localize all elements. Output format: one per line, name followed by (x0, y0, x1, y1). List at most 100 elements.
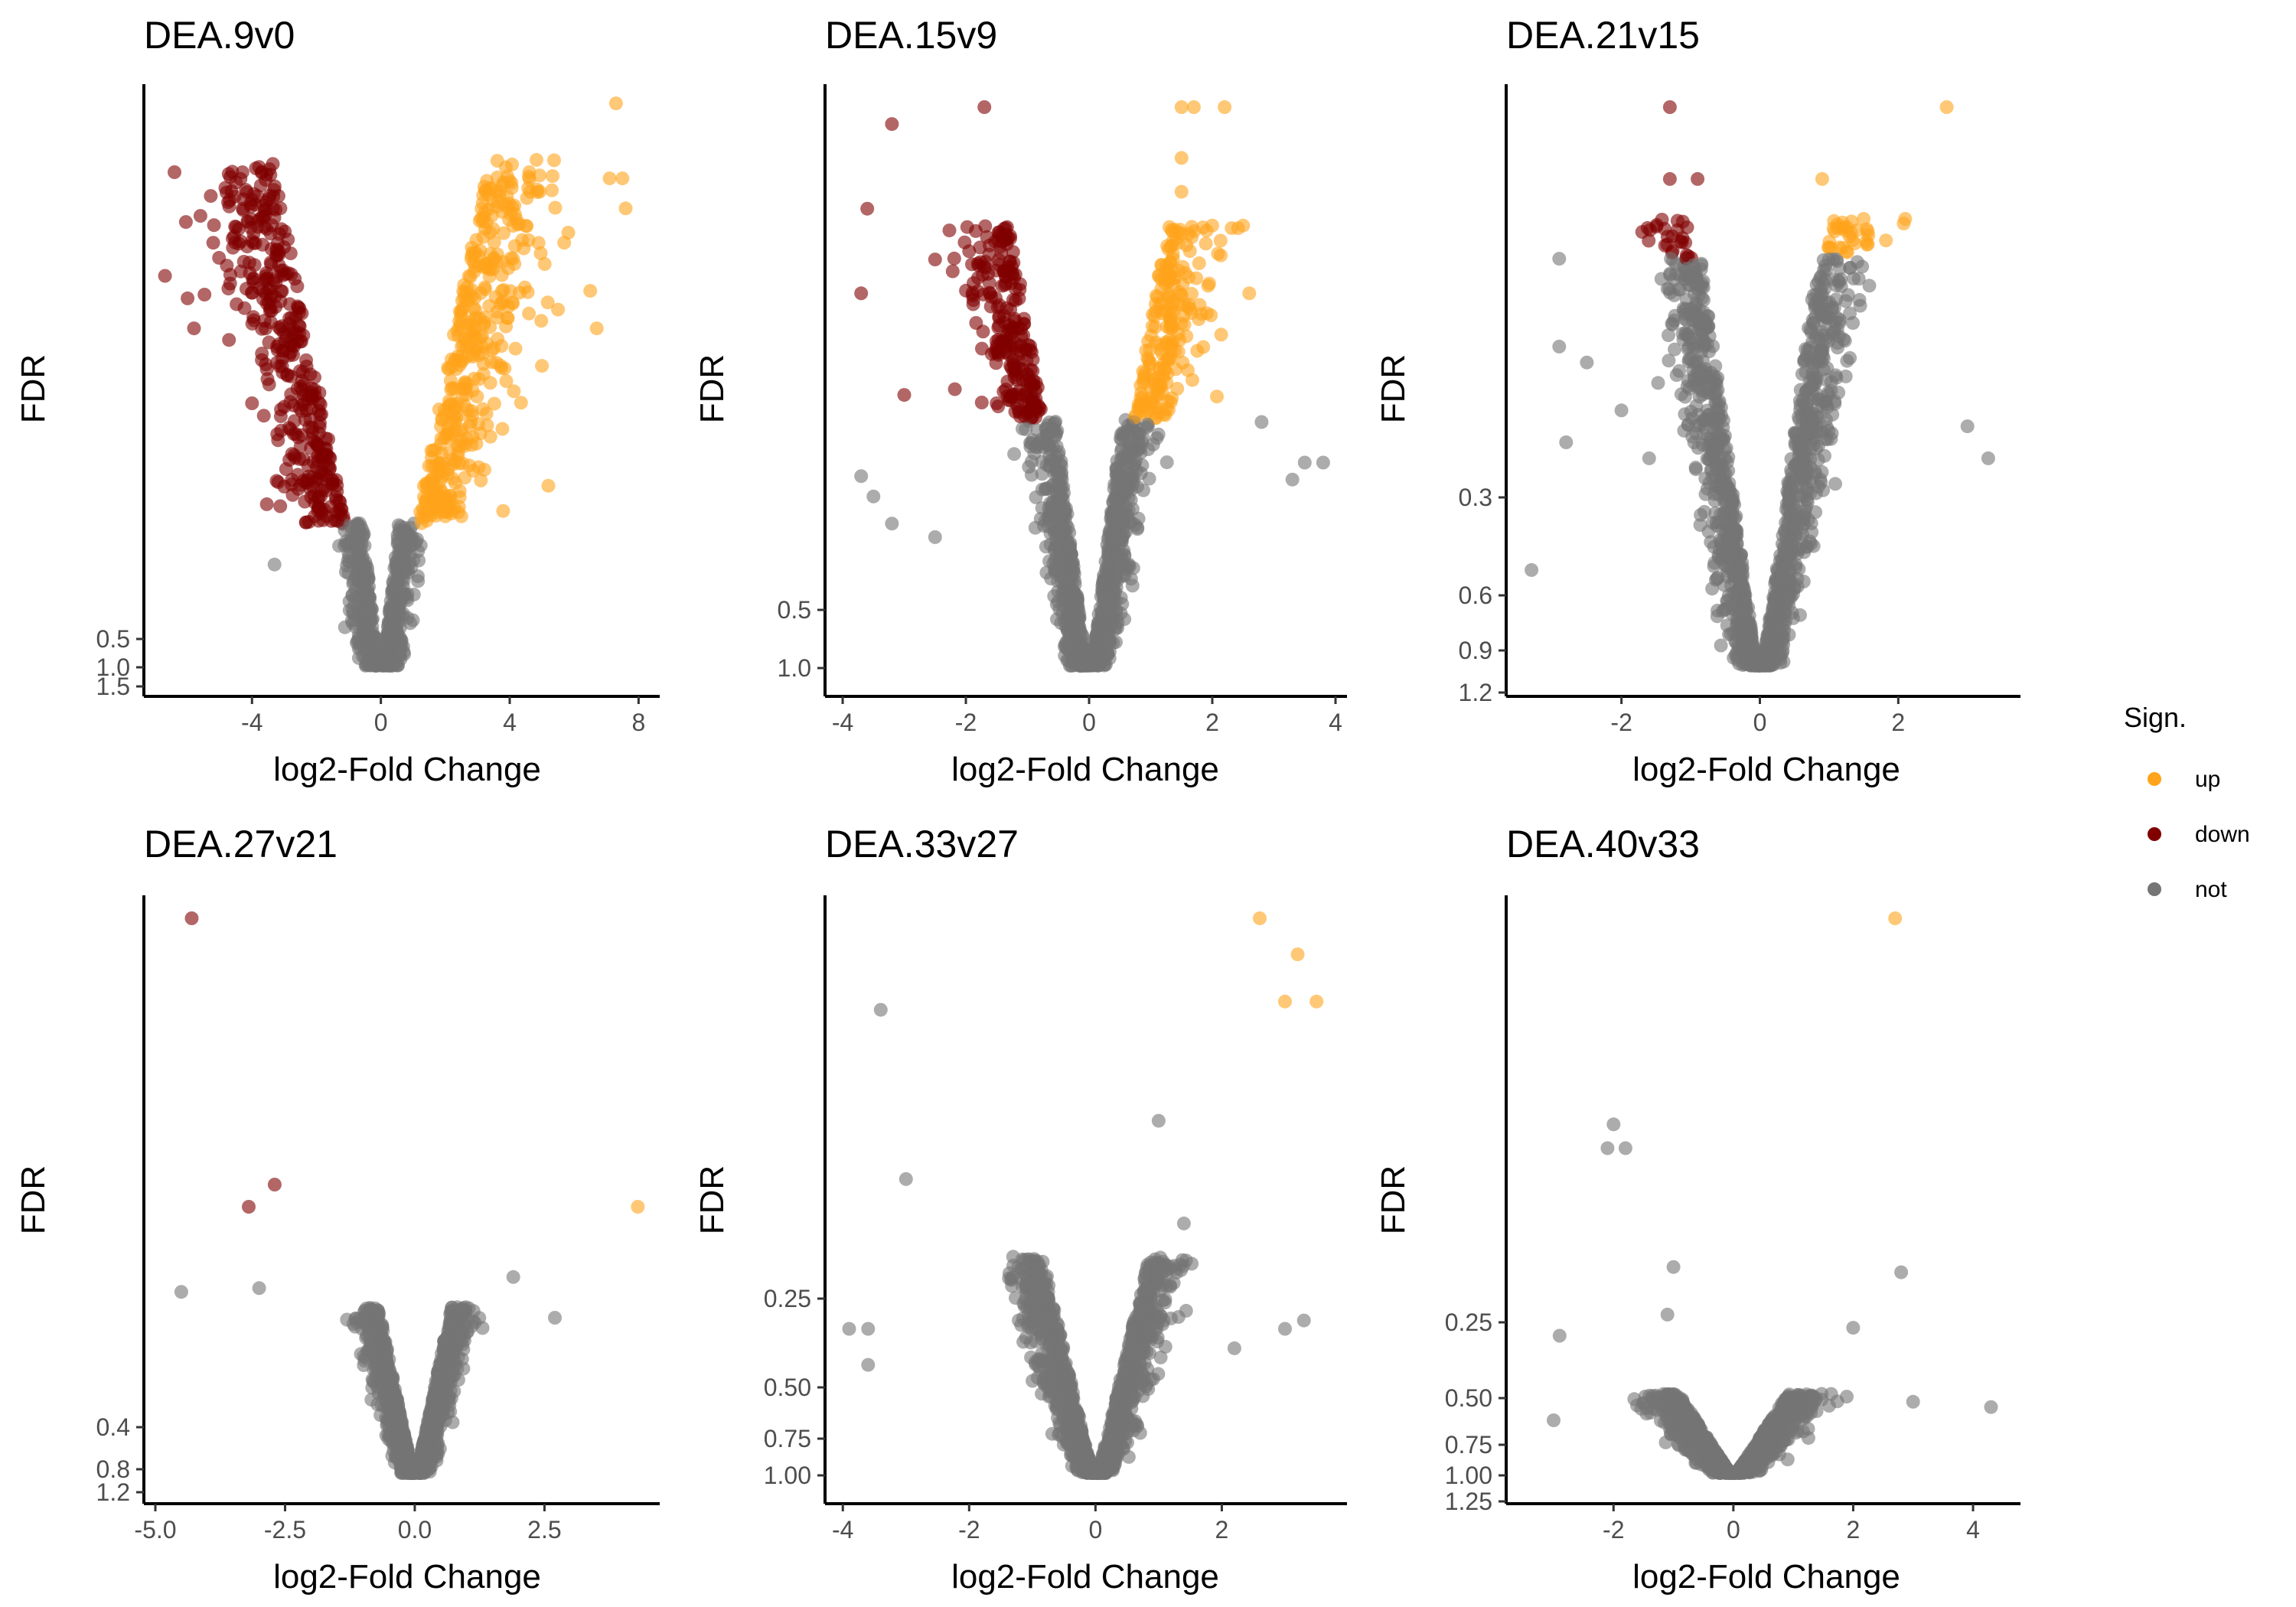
data-point-not (406, 530, 419, 544)
data-point-down (223, 193, 237, 207)
data-point-down (1022, 395, 1036, 409)
data-point-down (204, 189, 218, 204)
panel-dea-15v9: DEA.15v9 log2-Fold Change FDR -4 -2 0 2 40.5… (693, 14, 1347, 788)
data-point-up (1199, 236, 1213, 251)
data-point-not (1692, 381, 1707, 396)
data-point-not (355, 605, 370, 619)
data-point-up (481, 256, 494, 271)
data-point-not (1763, 611, 1777, 625)
data-point-up (1879, 233, 1893, 248)
data-point-up (1137, 369, 1152, 383)
data-point-down (1662, 100, 1677, 114)
data-point-down (266, 157, 280, 171)
data-point-not (351, 650, 366, 665)
data-point-not (1029, 490, 1043, 504)
data-point-down (989, 356, 1003, 370)
data-point-not (1107, 505, 1121, 520)
x-tick-label: 0 (374, 709, 388, 736)
y-tick-label: 1.0 (96, 654, 130, 681)
data-point-not (1709, 461, 1724, 475)
data-point-not (1790, 480, 1805, 494)
x-tick-label: 0 (1753, 709, 1767, 736)
data-point-up (483, 429, 497, 444)
data-point-not (1062, 632, 1076, 647)
data-point-up (429, 508, 443, 523)
data-point-not (1683, 306, 1698, 321)
data-point-up (522, 306, 536, 321)
data-point-down (928, 253, 942, 267)
data-point-not (1711, 548, 1726, 562)
data-point-down (314, 489, 328, 504)
data-point-up (498, 160, 513, 174)
data-point-not (1110, 454, 1124, 468)
data-point-up (461, 269, 476, 283)
data-point-down (255, 347, 269, 360)
data-point-up (500, 189, 514, 204)
data-point-down (242, 256, 256, 270)
data-point-up (429, 493, 443, 507)
data-point-up (488, 290, 503, 305)
data-point-down (231, 222, 246, 236)
data-point-down (1678, 236, 1693, 250)
data-point-up (432, 462, 446, 476)
data-point-up (1174, 100, 1189, 114)
data-point-down (245, 316, 259, 331)
data-point-not (1789, 514, 1803, 529)
data-point-up (417, 490, 431, 504)
data-point-down (299, 359, 314, 373)
data-point-not (1701, 524, 1716, 539)
data-point-down (273, 294, 288, 308)
data-point-not (1071, 614, 1085, 627)
data-point-down (977, 100, 992, 114)
data-point-up (442, 393, 456, 408)
x-tick-label: 4 (1329, 709, 1342, 736)
data-point-not (340, 559, 354, 573)
data-point-not (1806, 288, 1821, 302)
plot-area: -2 0 20.30.60.91.2 (1459, 84, 2020, 736)
data-point-not (362, 619, 377, 634)
data-point-down (236, 192, 251, 207)
data-point-down (976, 324, 990, 339)
data-point-up (1145, 319, 1159, 334)
data-point-down (319, 448, 334, 461)
data-point-up (618, 201, 633, 216)
data-point-down (316, 513, 331, 527)
data-point-not (1039, 566, 1054, 580)
data-point-down (245, 285, 259, 300)
data-point-not (1035, 455, 1049, 469)
data-point-not (1739, 601, 1753, 614)
data-point-up (1140, 351, 1155, 366)
data-point-up (1815, 171, 1829, 186)
data-point-up (1174, 184, 1189, 199)
plot-area: -4 -2 0 2 40.51.0 (778, 84, 1347, 736)
data-point-up (495, 422, 510, 436)
data-point-up (1149, 376, 1163, 391)
data-point-down (285, 337, 300, 352)
data-point-down (960, 220, 974, 234)
data-point-not (380, 626, 395, 641)
data-point-not (1525, 562, 1539, 577)
data-point-not (1642, 451, 1656, 465)
data-point-down (193, 209, 207, 223)
x-tick-label: -5.0 (134, 1516, 176, 1543)
data-point-not (1130, 479, 1144, 494)
panel-dea-27v21: DEA.27v21 log2-Fold Change FDR -5.0 -2.5 0… (15, 823, 660, 1596)
data-point-down (181, 291, 195, 305)
x-tick-label: 2 (1891, 709, 1905, 736)
data-point-not (1855, 259, 1870, 274)
data-point-up (608, 96, 623, 111)
data-point-not (1812, 275, 1825, 289)
data-point-down (333, 495, 347, 510)
data-point-not (1718, 601, 1733, 616)
data-point-up (1174, 316, 1189, 331)
data-point-down (279, 462, 293, 476)
data-point-down (283, 395, 298, 409)
data-point-down (206, 236, 220, 250)
data-point-down (158, 269, 172, 283)
data-point-up (535, 359, 550, 373)
data-point-up (494, 268, 509, 282)
data-point-not (1819, 373, 1833, 387)
data-point-not (1559, 435, 1574, 449)
data-point-up (458, 471, 472, 485)
y-tick-label: 0.4 (96, 1413, 130, 1441)
